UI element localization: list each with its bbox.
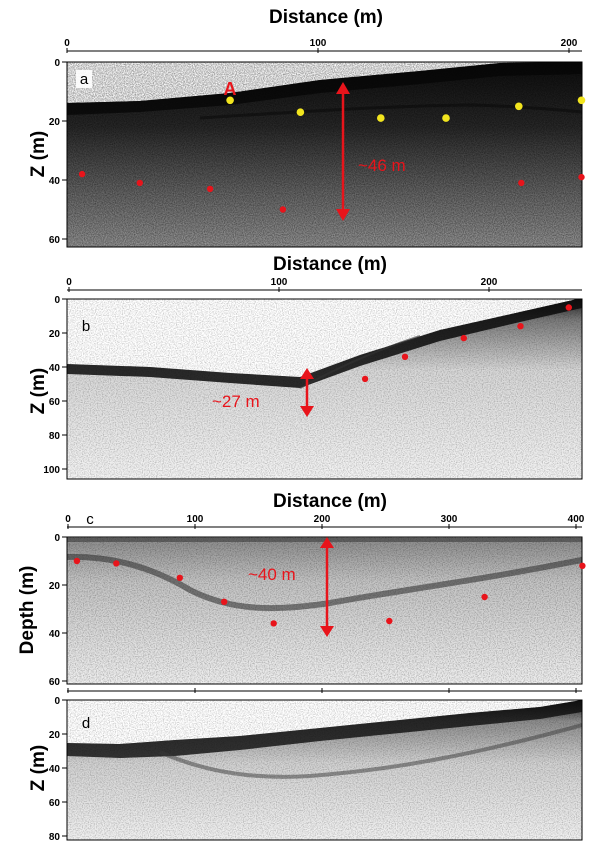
panel-a-thickness-arrow <box>336 82 350 221</box>
panel-b-xlabel: Distance (m) <box>273 254 387 275</box>
panel-c-frame <box>66 536 583 685</box>
panel-b-annotation: ~27 m <box>212 392 260 411</box>
panel-c-red-point-1 <box>113 560 120 567</box>
panel-a-red-point-1 <box>136 179 143 187</box>
panel-a-annotation: ~46 m <box>358 156 406 175</box>
panel-c-xtick-0: 0 <box>65 514 71 525</box>
panel-d-ytick-0: 0 <box>54 696 60 707</box>
panel-c-xlabel: Distance (m) <box>273 491 387 512</box>
panel-b-ytick-0: 0 <box>54 295 60 306</box>
panel-d-x-axis <box>67 688 582 693</box>
panel-a-ytick-60: 60 <box>49 235 61 246</box>
panel-b-red-point-1 <box>401 353 409 360</box>
panel-b-letter: b <box>82 318 90 335</box>
panel-c-red-point-4 <box>270 620 277 627</box>
panel-a-yellow-point-3 <box>442 114 450 122</box>
panel-a: Distance (m) Z (m) 0 100 200 0 20 40 60 <box>28 7 586 248</box>
panel-c-annotation: ~40 m <box>248 565 296 584</box>
panel-a-y-axis: 0 20 40 60 <box>49 58 67 246</box>
panel-d-frame <box>66 699 583 841</box>
panel-a-x-axis: 0 100 200 <box>64 38 582 53</box>
panel-a-xtick-200: 200 <box>561 38 578 49</box>
panel-c-red-point-2 <box>176 574 183 581</box>
panel-d-section <box>67 700 582 840</box>
panel-a-yellow-point-2 <box>377 114 385 122</box>
panel-a-red-point-3 <box>279 206 287 213</box>
panel-a-red-point-5 <box>578 173 585 181</box>
panel-a-yellow-point-4 <box>515 102 523 111</box>
panel-d-ytick-60: 60 <box>49 798 61 809</box>
panel-a-yellow-point-5 <box>577 96 586 105</box>
panel-c-x-axis: 0 100 200 300 400 <box>65 514 585 529</box>
panel-d: Z (m) 0 20 40 60 80 d <box>28 688 583 843</box>
panel-a-red-point-0 <box>78 170 86 178</box>
panel-a-ytick-0: 0 <box>54 58 60 69</box>
panel-b-xtick-0: 0 <box>66 277 72 288</box>
panel-c-red-point-3 <box>221 598 228 605</box>
panel-c-xtick-300: 300 <box>441 514 458 525</box>
panel-c-red-point-5 <box>386 617 393 625</box>
panel-c-ytick-40: 40 <box>49 629 61 640</box>
panel-c-ylabel: Depth (m) <box>17 566 38 655</box>
panel-b-xtick-100: 100 <box>271 277 288 288</box>
panel-d-y-axis: 0 20 40 60 80 <box>49 696 67 843</box>
panel-b-ytick-80: 80 <box>49 431 61 442</box>
panel-a-marker-label: A <box>224 79 237 99</box>
panel-a-ytick-20: 20 <box>49 117 61 128</box>
panel-b-red-point-3 <box>517 323 524 330</box>
panel-d-ytick-20: 20 <box>49 730 61 741</box>
panel-c-xtick-400: 400 <box>568 514 585 525</box>
panel-c-ytick-20: 20 <box>49 581 61 592</box>
panel-b-y-axis: 0 20 40 60 80 100 <box>43 295 67 476</box>
panel-b-x-axis: 0 100 200 <box>66 277 582 292</box>
panel-a-yellow-point-0 <box>226 96 234 105</box>
panel-b-frame <box>66 298 583 480</box>
panel-c-ytick-60: 60 <box>49 677 61 688</box>
panel-c-letter: c <box>86 511 94 528</box>
panel-a-ytick-40: 40 <box>49 176 61 187</box>
panel-b-thickness-arrow <box>300 368 314 417</box>
panel-c-ytick-0: 0 <box>54 533 60 544</box>
panel-b-xtick-200: 200 <box>481 277 498 288</box>
panel-a-frame <box>66 61 583 248</box>
panel-b-section <box>67 299 582 479</box>
panel-b-red-point-2 <box>460 334 467 342</box>
panel-a-red-point-2 <box>206 185 214 193</box>
panel-a-xlabel: Distance (m) <box>269 7 383 28</box>
panel-a-xtick-0: 0 <box>64 38 70 49</box>
panel-d-letter: d <box>82 715 90 732</box>
panel-b-points <box>361 304 572 383</box>
panel-c: Distance (m) Depth (m) 0 100 200 300 400 <box>17 491 586 688</box>
panel-b-ytick-20: 20 <box>49 329 61 340</box>
panel-a-letter: a <box>80 71 89 88</box>
panel-a-points <box>78 96 586 213</box>
panel-d-ytick-40: 40 <box>49 764 61 775</box>
panel-b-ytick-60: 60 <box>49 397 61 408</box>
panel-b-ytick-100: 100 <box>43 465 60 476</box>
panel-b: Distance (m) Z (m) 0 100 200 0 20 <box>28 254 583 480</box>
panel-b-red-point-0 <box>361 375 369 383</box>
panel-c-xtick-200: 200 <box>314 514 331 525</box>
panel-c-thickness-arrow <box>320 537 334 637</box>
panel-a-section <box>67 62 582 247</box>
panel-c-xtick-100: 100 <box>187 514 204 525</box>
panel-a-red-point-4 <box>518 179 525 187</box>
panel-c-red-point-0 <box>73 557 81 565</box>
panel-d-ytick-80: 80 <box>49 832 61 843</box>
panel-c-section <box>67 537 582 684</box>
panel-c-y-axis: 0 20 40 60 <box>49 533 67 688</box>
panel-d-ylabel: Z (m) <box>28 745 49 791</box>
panel-c-red-point-7 <box>579 562 586 569</box>
panel-a-xtick-100: 100 <box>310 38 327 49</box>
panel-a-yellow-point-1 <box>296 108 305 116</box>
panel-c-points <box>73 557 586 627</box>
panel-a-ylabel: Z (m) <box>28 131 49 177</box>
panel-b-ylabel: Z (m) <box>28 368 49 414</box>
panel-b-ytick-40: 40 <box>49 363 61 374</box>
panel-b-red-point-4 <box>565 304 572 311</box>
panel-c-red-point-6 <box>481 593 488 601</box>
